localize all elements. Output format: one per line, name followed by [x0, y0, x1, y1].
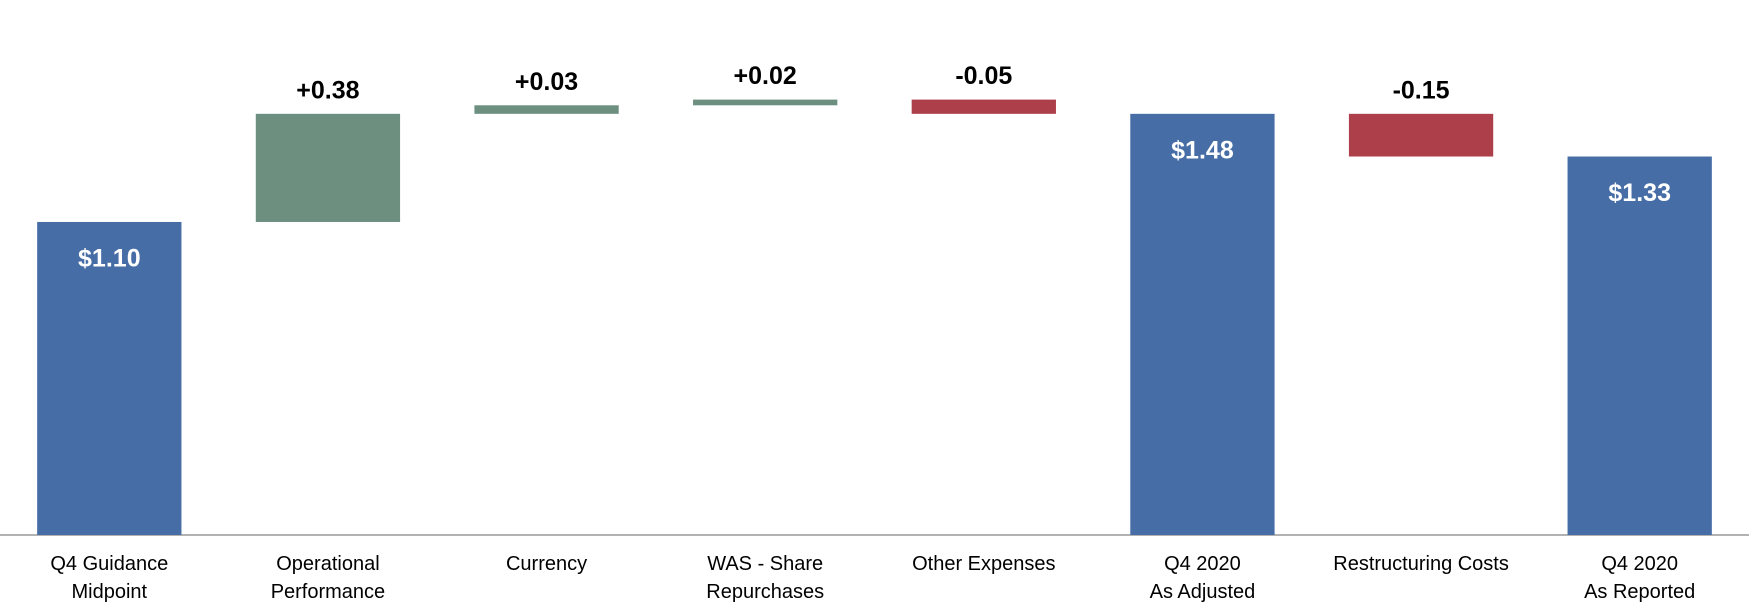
x-tick-label: Q4 2020 As Reported: [1584, 553, 1695, 603]
x-tick-label: WAS - Share Repurchases: [706, 553, 824, 603]
x-tick-label: Q4 2020 As Adjusted: [1150, 553, 1256, 603]
bar: [911, 99, 1056, 114]
bar: [474, 105, 619, 114]
value-label: -0.15: [1393, 76, 1450, 104]
x-tick-label: Currency: [506, 553, 587, 575]
bar: [1567, 156, 1712, 535]
value-label: $1.10: [78, 245, 141, 273]
value-label: $1.33: [1608, 179, 1671, 207]
bar: [1348, 113, 1494, 157]
value-label: +0.02: [734, 62, 797, 90]
value-label: +0.03: [515, 68, 578, 96]
bar: [255, 113, 401, 222]
bar: [1130, 113, 1275, 536]
x-tick-label: Q4 Guidance Midpoint: [50, 553, 168, 603]
x-tick-label: Other Expenses: [912, 553, 1055, 575]
value-label: +0.38: [296, 76, 359, 104]
bar: [693, 99, 838, 106]
bar: [37, 221, 182, 535]
x-tick-label: Restructuring Costs: [1333, 553, 1509, 575]
x-tick-label: Operational Performance: [271, 553, 386, 603]
value-label: $1.48: [1171, 136, 1234, 164]
value-label: -0.05: [955, 62, 1012, 90]
